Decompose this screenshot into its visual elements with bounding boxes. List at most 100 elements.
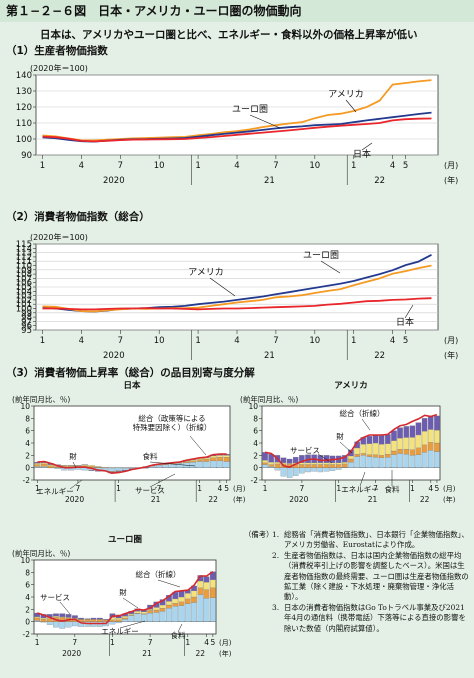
leader-line	[122, 597, 139, 609]
bar-segment-energy	[317, 467, 324, 473]
x-tick-label: 4	[217, 484, 222, 493]
bar-segment-energy	[323, 467, 330, 472]
bar-segment-energy	[71, 621, 78, 627]
x-year-label: 22	[374, 176, 385, 186]
y-tick-label: 0	[25, 618, 30, 627]
y-tick-label: 10	[20, 402, 30, 411]
leader-line	[339, 441, 353, 454]
x-unit-month: (月)	[444, 336, 458, 345]
x-year-label: 2020	[103, 176, 125, 186]
bar-segment-services	[262, 452, 268, 461]
x-unit-year: (年)	[233, 495, 246, 504]
y-tick-label: 4	[25, 593, 30, 602]
bar-segment-energy	[262, 464, 268, 468]
bar-segment-food	[115, 619, 122, 622]
bar-segment-energy	[305, 467, 311, 473]
bar-segment-goods	[335, 462, 342, 465]
bar-segment-services	[280, 457, 287, 463]
bar-segment-food	[189, 460, 196, 463]
bar-segment-services	[88, 469, 95, 471]
series-label-usa: アメリカ	[188, 267, 224, 278]
x-tick-label: 1	[336, 484, 341, 493]
bar-segment-services	[366, 436, 373, 444]
bar-segment-food	[95, 466, 102, 468]
section-title-cpi: （2）消費者物価指数（総合）	[6, 210, 150, 223]
bar-segment-energy	[184, 603, 191, 622]
bar-segment-food	[366, 454, 373, 457]
x-tick-label: 10	[154, 336, 165, 346]
leader-line	[320, 260, 341, 274]
bar-segment-energy	[140, 614, 147, 622]
bar-segment-food	[329, 464, 336, 468]
bar-segment-energy	[108, 467, 115, 472]
bar-segment-goods	[191, 590, 197, 598]
bar-segment-goods	[166, 601, 172, 606]
bar-segment-goods	[409, 437, 416, 450]
bar-segment-goods	[372, 442, 379, 455]
notes-block: （備考） 1. 総務省「消費者物価指数」、日本銀行「企業物価指数」、アメリカ労働省…	[244, 530, 470, 634]
y-tick-label: 2	[25, 605, 30, 614]
bar-segment-services	[415, 422, 422, 436]
bar-segment-energy	[329, 467, 336, 471]
bar-segment-goods	[305, 462, 311, 465]
bar-segment-food	[360, 453, 367, 456]
bar-segment-services	[391, 430, 397, 441]
series-line-usa	[42, 79, 432, 142]
bar-segment-food	[191, 596, 197, 603]
annotation-label: 総合（政策等による	[138, 413, 205, 423]
leader-line	[317, 453, 333, 464]
bar-segment-energy	[178, 605, 185, 622]
panel-title: ユーロ圏	[108, 535, 142, 545]
bar-segment-services	[397, 427, 403, 439]
plot-area	[35, 74, 439, 156]
bar-segment-food	[203, 458, 210, 462]
y-tick-label: -2	[23, 630, 31, 639]
bar-segment-goods	[203, 582, 210, 590]
y-tick-label: 100	[16, 305, 32, 315]
leader-line	[149, 473, 176, 488]
bar-segment-services	[71, 615, 78, 619]
leader-line	[361, 418, 371, 431]
x-tick-label: 4	[390, 336, 395, 346]
bar-segment-energy	[409, 455, 416, 468]
bar-segment-goods	[134, 611, 141, 614]
bar-segment-services	[203, 576, 210, 583]
bar-segment-food	[40, 619, 47, 622]
bar-segment-goods	[421, 431, 428, 446]
bar-segment-energy	[378, 457, 385, 468]
x-year-label: 22	[420, 495, 430, 504]
bar-segment-services	[378, 435, 385, 445]
y-tick-label: 10	[20, 556, 30, 565]
annotation-label: 総合（折線）	[340, 408, 385, 418]
y-tick-label: 120	[16, 103, 32, 113]
series-label-japan: 日本	[396, 316, 414, 328]
y-tick-label: 112	[16, 253, 32, 263]
bar-segment-food	[323, 464, 330, 468]
y-tick-label: 100	[16, 135, 32, 145]
y-tick-label: 2	[253, 451, 258, 460]
bar-segment-services	[348, 449, 354, 457]
bar-segment-food	[196, 459, 203, 462]
note-text: 日本の消費者物価指数はGo Toトラベル事業及び2021年4月の通信料（携帯電話…	[284, 602, 466, 633]
bar-segment-goods	[366, 443, 373, 455]
series-line-usa	[42, 264, 432, 313]
bar-segment-food	[178, 601, 185, 606]
bar-segment-food	[348, 458, 354, 463]
bar-segment-food	[354, 453, 360, 457]
bar-segment-goods	[323, 462, 330, 465]
series-line-japan	[42, 117, 432, 143]
y-tick-label: 90	[21, 151, 32, 161]
bar-segment-food	[184, 598, 191, 604]
y-unit-label: (2020年＝100)	[30, 232, 88, 242]
annotation-label: 食料	[385, 484, 400, 494]
annotation-label: エネルギー	[101, 627, 139, 636]
x-tick-label: 7	[148, 638, 153, 647]
leader-line	[404, 304, 414, 319]
series-label-japan: 日本	[353, 148, 371, 160]
x-year-label: 2020	[62, 649, 81, 658]
y-tick-label: 104	[16, 287, 32, 297]
bar-segment-food	[311, 464, 317, 468]
bar-segment-food	[305, 464, 311, 468]
bar-segment-food	[223, 457, 230, 462]
y-tick-label: 0	[253, 464, 258, 473]
